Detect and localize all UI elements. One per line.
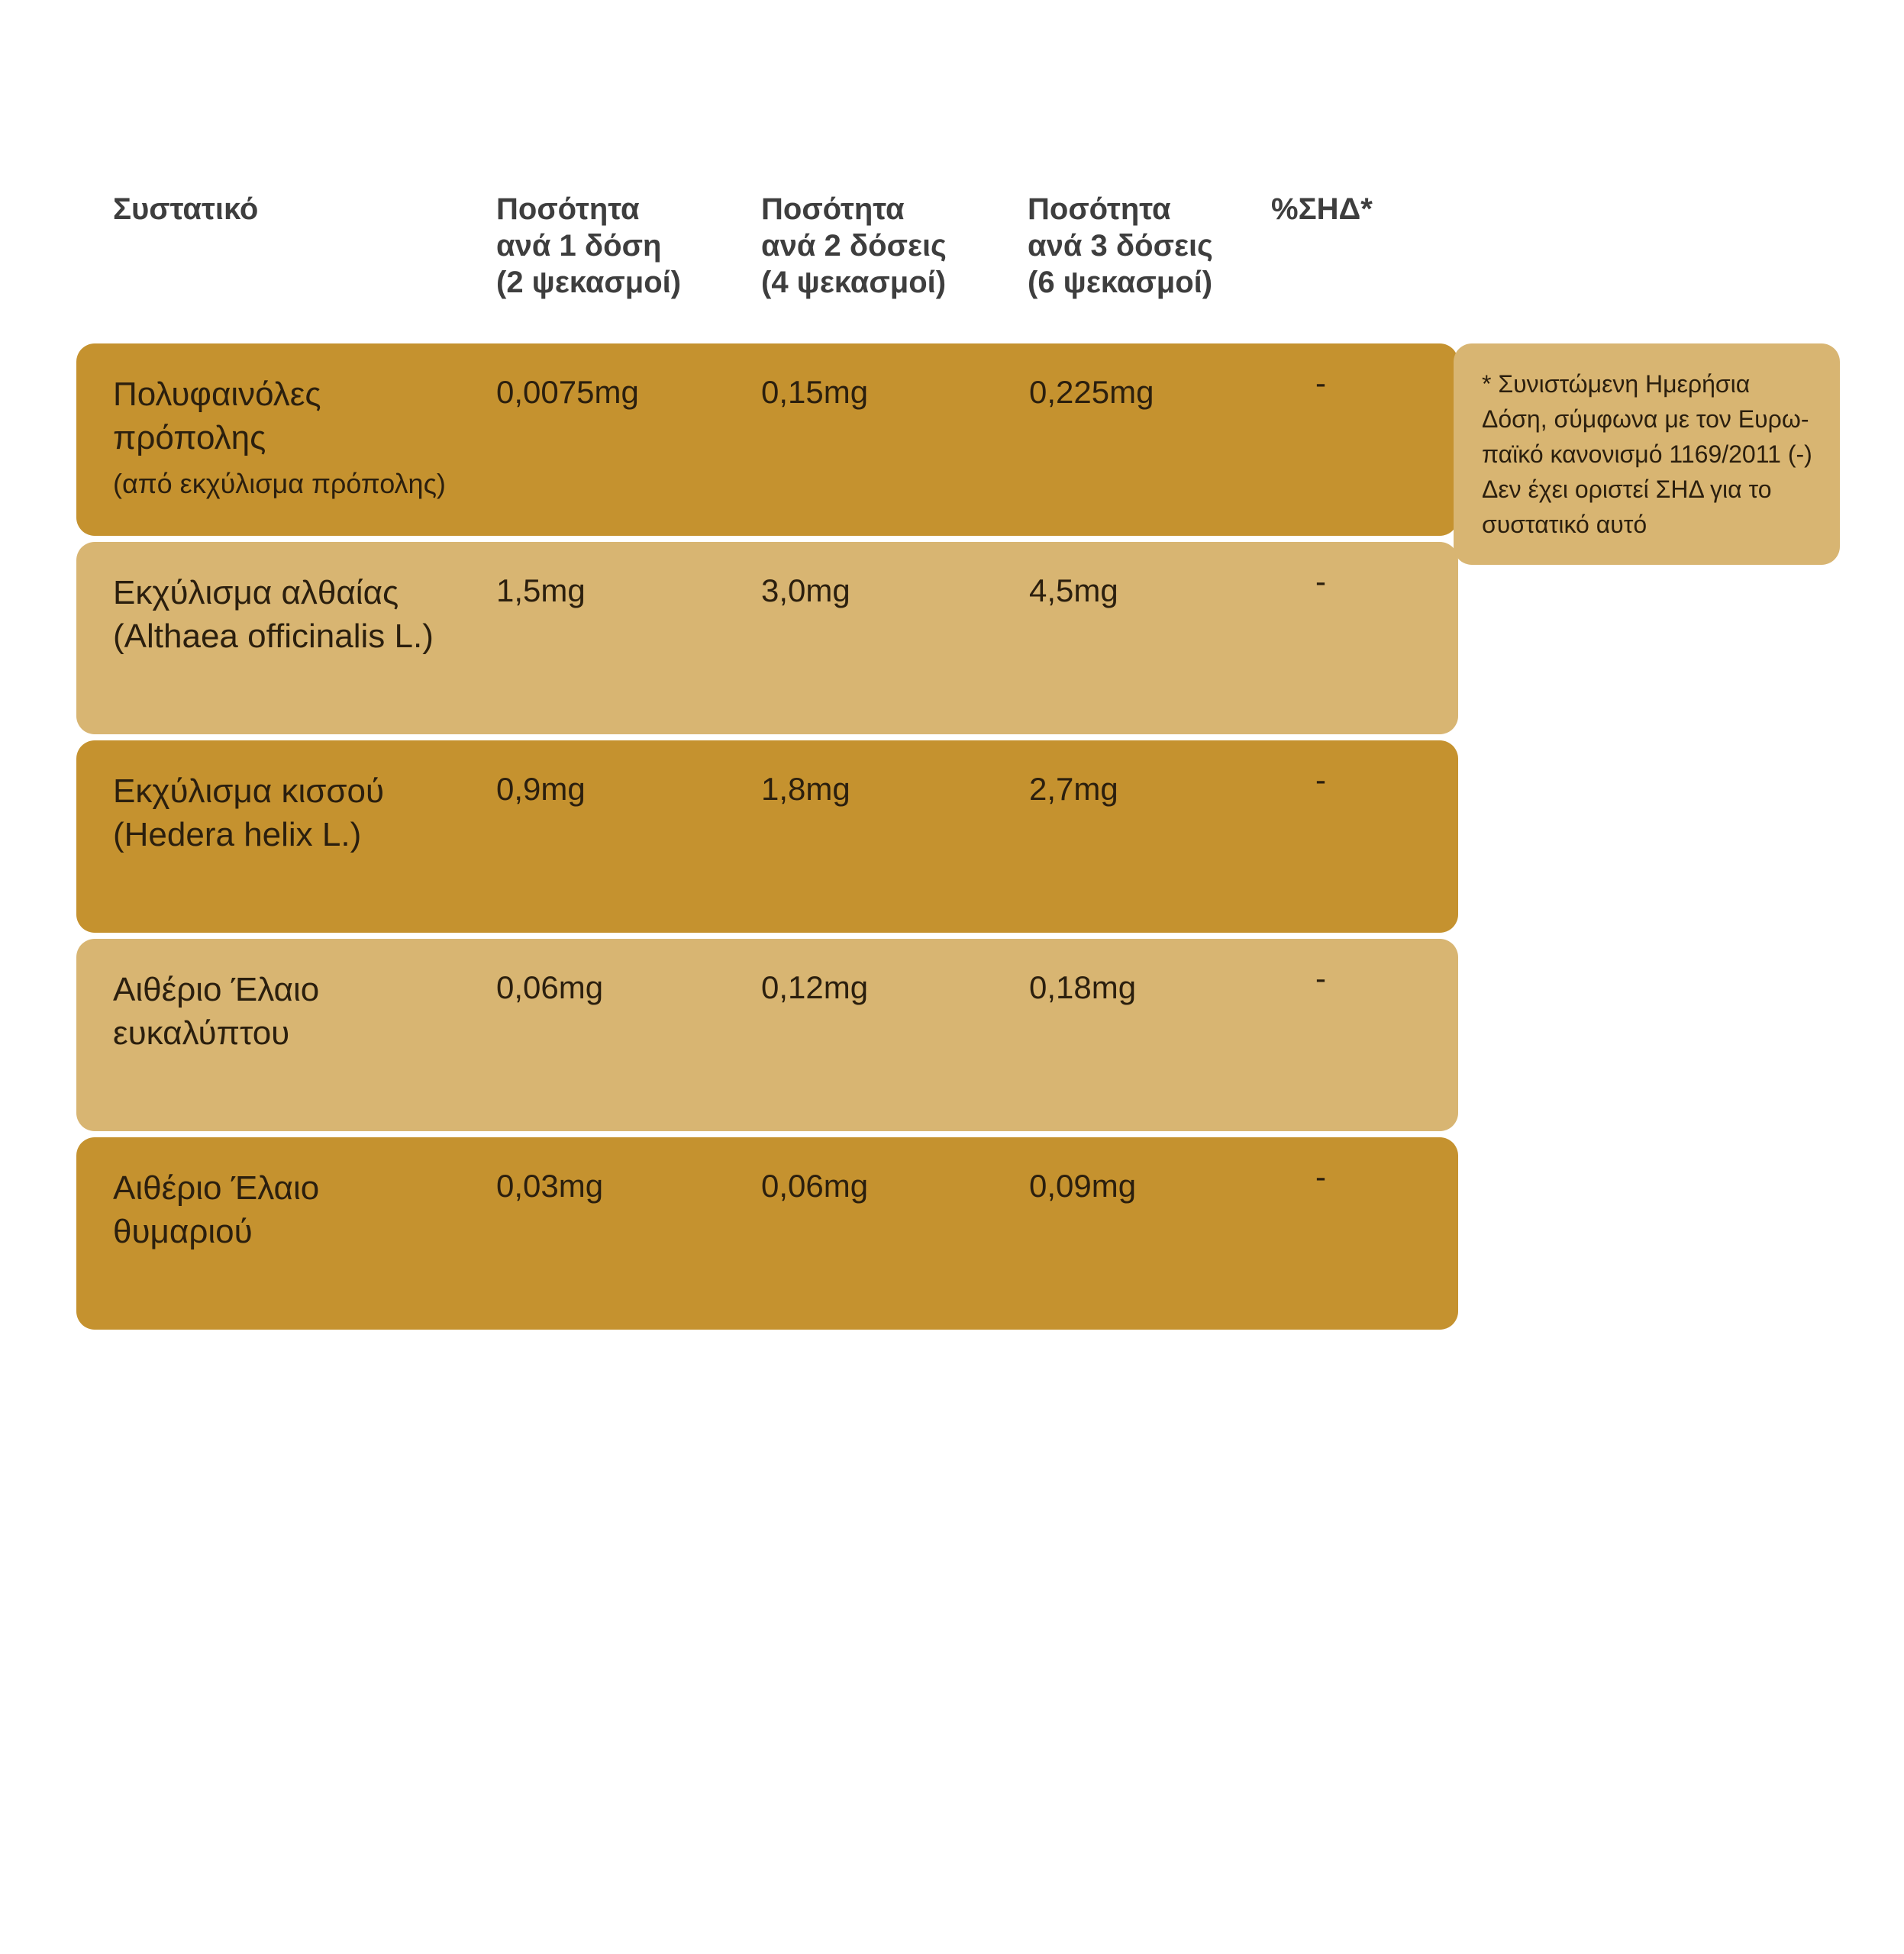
ingredient-name-line: θυμαριού	[113, 1213, 253, 1250]
header-line: ανά 1 δόση	[496, 229, 662, 263]
nrv-value: -	[1315, 1159, 1326, 1195]
footnote-line: παϊκό κανονισμό 1169/2011 (-)	[1482, 440, 1812, 468]
column-header-nrv: %ΣΗΔ*	[1271, 191, 1373, 227]
column-header-dose-2: Ποσότητα ανά 2 δόσεις (4 ψεκασμοί)	[761, 191, 947, 301]
dose-3-value: 0,18mg	[1029, 969, 1137, 1005]
dose-1-value: 0,03mg	[496, 1168, 604, 1204]
header-line: (2 ψεκασμοί)	[496, 266, 682, 299]
ingredient-name: Αιθέριο Έλαιο ευκαλύπτου	[113, 968, 319, 1062]
footnote-line: συστατικό αυτό	[1482, 511, 1647, 538]
ingredient-name-line: (Althaea officinalis L.)	[113, 617, 434, 655]
header-line: Συστατικό	[113, 192, 259, 226]
ingredient-name: Πολυφαινόλες πρόπολης (από εκχύλισμα πρό…	[113, 372, 446, 501]
dose-2-value: 0,12mg	[761, 969, 869, 1005]
table-row-thyme-oil: Αιθέριο Έλαιο θυμαριού 0,03mg 0,06mg 0,0…	[76, 1137, 1458, 1330]
header-line: Ποσότητα	[761, 192, 905, 226]
ingredient-name: Εκχύλισμα κισσού (Hedera helix L.)	[113, 769, 384, 864]
table-row-hedera: Εκχύλισμα κισσού (Hedera helix L.) 0,9mg…	[76, 740, 1458, 933]
ingredient-name: Εκχύλισμα αλθαίας (Althaea officinalis L…	[113, 571, 434, 666]
column-header-dose-3: Ποσότητα ανά 3 δόσεις (6 ψεκασμοί)	[1028, 191, 1213, 301]
daily-dose-footnote: * Συνιστώμενη Ημερήσια Δόση, σύμφωνα με …	[1454, 343, 1840, 565]
ingredient-name-line: Εκχύλισμα κισσού	[113, 772, 385, 810]
dose-3-value: 2,7mg	[1029, 771, 1118, 807]
footnote-line: Δόση, σύμφωνα με τον Ευρω-	[1482, 405, 1809, 433]
dose-3-value: 0,09mg	[1029, 1168, 1137, 1204]
header-line: Ποσότητα	[1028, 192, 1171, 226]
header-line: (6 ψεκασμοί)	[1028, 266, 1213, 299]
ingredient-name-line: ευκαλύπτου	[113, 1014, 290, 1052]
dose-1-value: 0,9mg	[496, 771, 586, 807]
dose-3-value: 4,5mg	[1029, 572, 1118, 608]
dose-1-value: 0,06mg	[496, 969, 604, 1005]
table-row-polyphenols: Πολυφαινόλες πρόπολης (από εκχύλισμα πρό…	[76, 343, 1458, 536]
ingredient-subtext: (από εκχύλισμα πρόπολης)	[113, 468, 446, 499]
header-line: ανά 3 δόσεις	[1028, 229, 1213, 263]
nrv-value: -	[1315, 762, 1326, 798]
ingredient-name-line: πρόπολης	[113, 419, 266, 456]
footnote-line: * Συνιστώμενη Ημερήσια	[1482, 370, 1751, 398]
dose-3-value: 0,225mg	[1029, 374, 1154, 410]
table-row-althaea: Εκχύλισμα αλθαίας (Althaea officinalis L…	[76, 542, 1458, 734]
table-row-eucalyptus-oil: Αιθέριο Έλαιο ευκαλύπτου 0,06mg 0,12mg 0…	[76, 939, 1458, 1131]
ingredient-name-line: Πολυφαινόλες	[113, 376, 321, 413]
nrv-value: -	[1315, 563, 1326, 599]
nrv-value: -	[1315, 365, 1326, 401]
header-line: ανά 2 δόσεις	[761, 229, 947, 263]
ingredient-name-line: (Hedera helix L.)	[113, 816, 362, 853]
nrv-value: -	[1315, 960, 1326, 996]
ingredient-name-line: Αιθέριο Έλαιο	[113, 971, 320, 1008]
dose-1-value: 0,0075mg	[496, 374, 639, 410]
ingredient-name-line: Εκχύλισμα αλθαίας	[113, 574, 399, 611]
column-header-ingredient: Συστατικό	[113, 191, 258, 227]
dose-2-value: 0,15mg	[761, 374, 869, 410]
column-header-dose-1: Ποσότητα ανά 1 δόση (2 ψεκασμοί)	[496, 191, 681, 301]
header-line: (4 ψεκασμοί)	[761, 266, 947, 299]
header-line: Ποσότητα	[496, 192, 640, 226]
dose-2-value: 3,0mg	[761, 572, 850, 608]
dose-2-value: 1,8mg	[761, 771, 850, 807]
header-line: %ΣΗΔ*	[1271, 192, 1373, 226]
dose-2-value: 0,06mg	[761, 1168, 869, 1204]
footnote-line: Δεν έχει οριστεί ΣΗΔ για το	[1482, 476, 1772, 503]
dose-1-value: 1,5mg	[496, 572, 586, 608]
ingredient-name: Αιθέριο Έλαιο θυμαριού	[113, 1166, 319, 1261]
ingredient-name-line: Αιθέριο Έλαιο	[113, 1169, 320, 1207]
